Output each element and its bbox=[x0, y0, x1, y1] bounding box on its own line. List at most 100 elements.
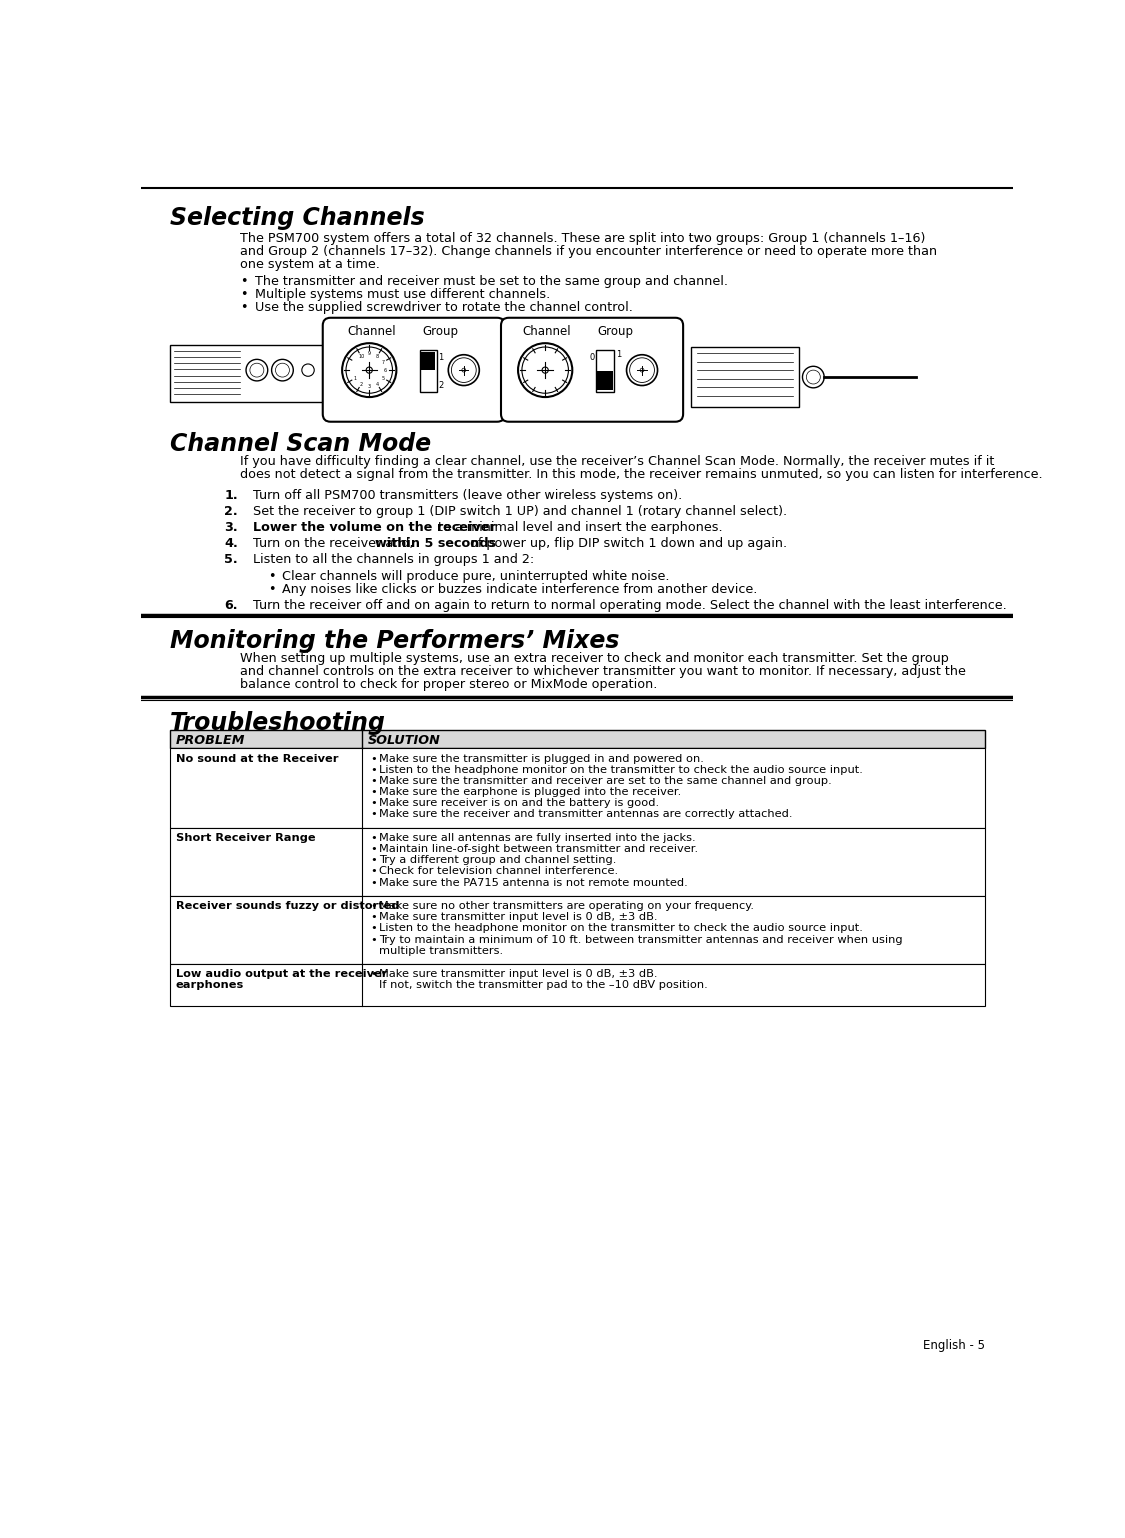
Bar bbox=[170, 345, 325, 403]
Text: within 5 seconds: within 5 seconds bbox=[376, 537, 496, 551]
Text: 3: 3 bbox=[368, 384, 371, 389]
Circle shape bbox=[627, 355, 657, 386]
Text: 5: 5 bbox=[381, 375, 385, 381]
Circle shape bbox=[451, 358, 476, 383]
Text: •: • bbox=[269, 583, 276, 597]
Text: If not, switch the transmitter pad to the –10 dBV position.: If not, switch the transmitter pad to th… bbox=[379, 980, 708, 990]
Text: Listen to the headphone monitor on the transmitter to check the audio source inp: Listen to the headphone monitor on the t… bbox=[379, 923, 863, 934]
Circle shape bbox=[250, 363, 264, 377]
Text: •: • bbox=[269, 569, 276, 583]
Text: Try to maintain a minimum of 10 ft. between transmitter antennas and receiver wh: Try to maintain a minimum of 10 ft. betw… bbox=[379, 935, 903, 944]
Text: •: • bbox=[370, 855, 377, 866]
Text: 3.: 3. bbox=[224, 521, 238, 534]
Text: Receiver sounds fuzzy or distorted: Receiver sounds fuzzy or distorted bbox=[176, 901, 399, 910]
Text: Short Receiver Range: Short Receiver Range bbox=[176, 834, 315, 843]
Text: Troubleshooting: Troubleshooting bbox=[170, 711, 386, 735]
Text: earphones: earphones bbox=[176, 980, 244, 990]
Text: •: • bbox=[370, 844, 377, 854]
Text: Listen to all the channels in groups 1 and 2:: Listen to all the channels in groups 1 a… bbox=[253, 554, 534, 566]
Text: •: • bbox=[370, 935, 377, 944]
Text: The transmitter and receiver must be set to the same group and channel.: The transmitter and receiver must be set… bbox=[255, 275, 728, 288]
Text: The PSM700 system offers a total of 32 channels. These are split into two groups: The PSM700 system offers a total of 32 c… bbox=[240, 232, 925, 245]
Text: Make sure receiver is on and the battery is good.: Make sure receiver is on and the battery… bbox=[379, 798, 659, 809]
Text: 10: 10 bbox=[358, 354, 364, 358]
Circle shape bbox=[302, 365, 314, 377]
Circle shape bbox=[802, 366, 825, 388]
Bar bbox=[170, 729, 986, 747]
Text: •: • bbox=[370, 878, 377, 887]
Text: Turn off all PSM700 transmitters (leave other wireless systems on).: Turn off all PSM700 transmitters (leave … bbox=[253, 489, 682, 501]
Bar bbox=[420, 351, 436, 392]
FancyBboxPatch shape bbox=[501, 318, 683, 421]
Text: PROBLEM: PROBLEM bbox=[176, 734, 245, 746]
Circle shape bbox=[630, 358, 655, 383]
Text: 8: 8 bbox=[376, 354, 379, 358]
Text: Turn on the receiver and,: Turn on the receiver and, bbox=[253, 537, 417, 551]
Circle shape bbox=[342, 343, 396, 397]
Text: 6.: 6. bbox=[224, 598, 237, 612]
Text: Make sure no other transmitters are operating on your frequency.: Make sure no other transmitters are oper… bbox=[379, 901, 755, 910]
Text: Make sure the earphone is plugged into the receiver.: Make sure the earphone is plugged into t… bbox=[379, 787, 682, 797]
Text: •: • bbox=[370, 787, 377, 797]
Bar bbox=[595, 351, 614, 392]
Text: When setting up multiple systems, use an extra receiver to check and monitor eac: When setting up multiple systems, use an… bbox=[240, 652, 948, 664]
Text: multiple transmitters.: multiple transmitters. bbox=[379, 946, 504, 955]
Text: Maintain line-of-sight between transmitter and receiver.: Maintain line-of-sight between transmitt… bbox=[379, 844, 699, 854]
Text: •: • bbox=[370, 923, 377, 934]
Text: •: • bbox=[370, 798, 377, 809]
Text: •: • bbox=[370, 809, 377, 820]
Text: •: • bbox=[370, 912, 377, 923]
Text: 4.: 4. bbox=[224, 537, 238, 551]
Circle shape bbox=[542, 368, 548, 374]
Circle shape bbox=[448, 355, 479, 386]
Text: 2: 2 bbox=[439, 381, 443, 391]
Text: 9: 9 bbox=[368, 352, 371, 357]
Text: Any noises like clicks or buzzes indicate interference from another device.: Any noises like clicks or buzzes indicat… bbox=[282, 583, 758, 597]
Text: If you have difficulty finding a clear channel, use the receiver’s Channel Scan : If you have difficulty finding a clear c… bbox=[240, 455, 994, 468]
Text: balance control to check for proper stereo or MixMode operation.: balance control to check for proper ster… bbox=[240, 678, 657, 691]
Text: 1: 1 bbox=[616, 351, 622, 358]
Text: and channel controls on the extra receiver to whichever transmitter you want to : and channel controls on the extra receiv… bbox=[240, 664, 965, 678]
Bar bbox=[597, 371, 613, 391]
Text: one system at a time.: one system at a time. bbox=[240, 258, 380, 272]
Text: Make sure the PA715 antenna is not remote mounted.: Make sure the PA715 antenna is not remot… bbox=[379, 878, 688, 887]
Circle shape bbox=[271, 360, 294, 381]
Text: to a minimal level and insert the earphones.: to a minimal level and insert the earpho… bbox=[433, 521, 722, 534]
Text: Group: Group bbox=[597, 325, 633, 338]
Text: SOLUTION: SOLUTION bbox=[368, 734, 441, 746]
Text: Make sure the transmitter and receiver are set to the same channel and group.: Make sure the transmitter and receiver a… bbox=[379, 775, 832, 786]
Text: English - 5: English - 5 bbox=[924, 1340, 986, 1352]
Circle shape bbox=[518, 343, 573, 397]
Circle shape bbox=[807, 371, 820, 384]
Text: •: • bbox=[240, 275, 248, 288]
Bar bbox=[170, 747, 986, 827]
Bar bbox=[170, 964, 986, 1006]
Text: Set the receiver to group 1 (DIP switch 1 UP) and channel 1 (rotary channel sele: Set the receiver to group 1 (DIP switch … bbox=[253, 504, 788, 518]
Text: 5.: 5. bbox=[224, 554, 238, 566]
Bar bbox=[170, 895, 986, 964]
Text: 4: 4 bbox=[376, 381, 379, 386]
Text: Check for television channel interference.: Check for television channel interferenc… bbox=[379, 866, 619, 877]
Bar bbox=[170, 729, 986, 747]
Text: 7: 7 bbox=[381, 360, 385, 365]
Text: Make sure transmitter input level is 0 dB, ±3 dB.: Make sure transmitter input level is 0 d… bbox=[379, 912, 658, 923]
Text: •: • bbox=[240, 288, 248, 301]
Circle shape bbox=[640, 368, 644, 372]
Circle shape bbox=[522, 348, 568, 394]
Text: Try a different group and channel setting.: Try a different group and channel settin… bbox=[379, 855, 616, 866]
Text: 1: 1 bbox=[353, 375, 357, 381]
Text: 6: 6 bbox=[384, 368, 387, 372]
Text: •: • bbox=[370, 754, 377, 763]
Text: 0: 0 bbox=[590, 354, 595, 361]
Circle shape bbox=[462, 368, 466, 372]
Bar bbox=[170, 827, 986, 895]
Text: •: • bbox=[370, 901, 377, 910]
Text: and Group 2 (channels 17–32). Change channels if you encounter interference or n: and Group 2 (channels 17–32). Change cha… bbox=[240, 246, 937, 258]
Bar bbox=[421, 352, 435, 371]
Text: 1: 1 bbox=[439, 354, 443, 361]
Text: •: • bbox=[370, 866, 377, 877]
Text: 1.: 1. bbox=[224, 489, 238, 501]
Text: Make sure the receiver and transmitter antennas are correctly attached.: Make sure the receiver and transmitter a… bbox=[379, 809, 793, 820]
Text: Clear channels will produce pure, uninterrupted white noise.: Clear channels will produce pure, uninte… bbox=[282, 569, 670, 583]
Circle shape bbox=[366, 368, 372, 374]
